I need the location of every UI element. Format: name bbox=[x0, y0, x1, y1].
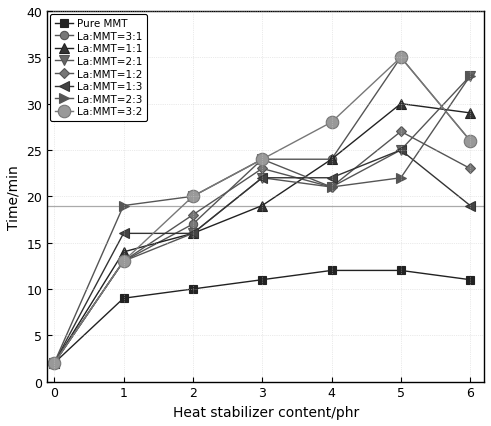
La:MMT=1:2 bbox=[259, 167, 265, 172]
Pure MMT bbox=[190, 287, 196, 292]
La:MMT=1:3 bbox=[190, 231, 196, 236]
La:MMT=3:2 bbox=[259, 157, 265, 162]
Line: Pure MMT: Pure MMT bbox=[50, 267, 474, 367]
La:MMT=1:2 bbox=[467, 167, 473, 172]
Line: La:MMT=3:1: La:MMT=3:1 bbox=[50, 54, 474, 367]
La:MMT=2:1 bbox=[190, 231, 196, 236]
La:MMT=1:1 bbox=[328, 157, 334, 162]
La:MMT=1:3 bbox=[328, 176, 334, 181]
La:MMT=1:3 bbox=[121, 231, 127, 236]
La:MMT=3:1 bbox=[121, 259, 127, 264]
La:MMT=3:2 bbox=[121, 259, 127, 264]
La:MMT=2:1 bbox=[398, 148, 404, 153]
La:MMT=1:3 bbox=[259, 176, 265, 181]
Pure MMT bbox=[328, 268, 334, 273]
Line: La:MMT=1:2: La:MMT=1:2 bbox=[51, 129, 474, 367]
La:MMT=1:1 bbox=[398, 102, 404, 107]
La:MMT=3:1 bbox=[190, 222, 196, 227]
Pure MMT bbox=[467, 277, 473, 282]
La:MMT=3:1 bbox=[398, 55, 404, 60]
La:MMT=3:2 bbox=[328, 120, 334, 125]
La:MMT=2:3 bbox=[259, 157, 265, 162]
Pure MMT bbox=[121, 296, 127, 301]
La:MMT=1:1 bbox=[121, 250, 127, 255]
La:MMT=2:1 bbox=[121, 259, 127, 264]
Pure MMT bbox=[259, 277, 265, 282]
La:MMT=1:2 bbox=[328, 185, 334, 190]
La:MMT=2:1 bbox=[259, 176, 265, 181]
Line: La:MMT=2:3: La:MMT=2:3 bbox=[49, 72, 475, 368]
La:MMT=2:3 bbox=[190, 194, 196, 199]
Line: La:MMT=1:1: La:MMT=1:1 bbox=[49, 100, 475, 368]
La:MMT=2:1 bbox=[467, 74, 473, 79]
La:MMT=1:3 bbox=[467, 204, 473, 209]
La:MMT=1:1 bbox=[259, 204, 265, 209]
La:MMT=1:2 bbox=[398, 130, 404, 135]
La:MMT=1:1 bbox=[190, 231, 196, 236]
Line: La:MMT=3:2: La:MMT=3:2 bbox=[48, 52, 476, 369]
Pure MMT bbox=[398, 268, 404, 273]
La:MMT=3:1 bbox=[259, 157, 265, 162]
X-axis label: Heat stabilizer content/phr: Heat stabilizer content/phr bbox=[172, 405, 359, 419]
La:MMT=2:3 bbox=[121, 204, 127, 209]
La:MMT=1:1 bbox=[467, 111, 473, 116]
La:MMT=2:1 bbox=[328, 185, 334, 190]
La:MMT=2:3 bbox=[467, 74, 473, 79]
La:MMT=2:3 bbox=[328, 185, 334, 190]
La:MMT=3:1 bbox=[467, 139, 473, 144]
La:MMT=2:1 bbox=[51, 361, 57, 366]
La:MMT=3:2 bbox=[190, 194, 196, 199]
Line: La:MMT=2:1: La:MMT=2:1 bbox=[49, 72, 475, 368]
La:MMT=1:2 bbox=[121, 259, 127, 264]
Pure MMT bbox=[51, 361, 57, 366]
La:MMT=2:3 bbox=[398, 176, 404, 181]
Line: La:MMT=1:3: La:MMT=1:3 bbox=[49, 146, 475, 368]
La:MMT=3:2 bbox=[467, 139, 473, 144]
La:MMT=1:3 bbox=[398, 148, 404, 153]
La:MMT=1:3 bbox=[51, 361, 57, 366]
La:MMT=3:2 bbox=[398, 55, 404, 60]
La:MMT=3:2 bbox=[51, 361, 57, 366]
Y-axis label: Time/min: Time/min bbox=[7, 164, 21, 229]
La:MMT=1:2 bbox=[190, 213, 196, 218]
La:MMT=3:1 bbox=[51, 361, 57, 366]
La:MMT=2:3 bbox=[51, 361, 57, 366]
Legend: Pure MMT, La:MMT=3:1, La:MMT=1:1, La:MMT=2:1, La:MMT=1:2, La:MMT=1:3, La:MMT=2:3: Pure MMT, La:MMT=3:1, La:MMT=1:1, La:MMT… bbox=[51, 15, 147, 121]
La:MMT=1:2 bbox=[51, 361, 57, 366]
La:MMT=3:1 bbox=[328, 157, 334, 162]
La:MMT=1:1 bbox=[51, 361, 57, 366]
